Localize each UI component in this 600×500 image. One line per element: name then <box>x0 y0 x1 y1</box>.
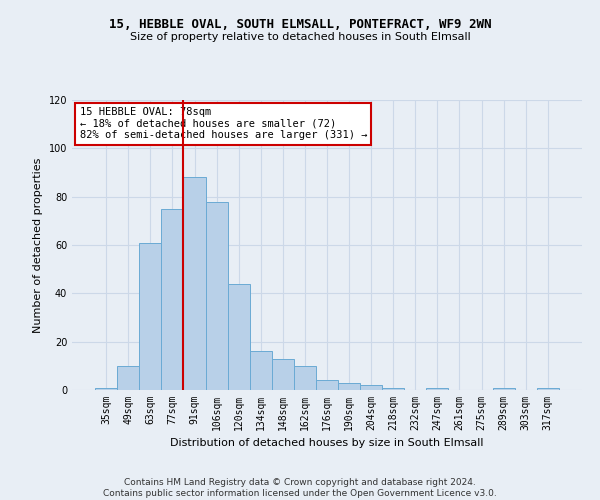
Bar <box>95 388 117 390</box>
Bar <box>206 202 227 390</box>
Text: 15, HEBBLE OVAL, SOUTH ELMSALL, PONTEFRACT, WF9 2WN: 15, HEBBLE OVAL, SOUTH ELMSALL, PONTEFRA… <box>109 18 491 30</box>
Bar <box>316 380 338 390</box>
X-axis label: Distribution of detached houses by size in South Elmsall: Distribution of detached houses by size … <box>170 438 484 448</box>
Bar <box>227 284 250 390</box>
Text: 15 HEBBLE OVAL: 78sqm
← 18% of detached houses are smaller (72)
82% of semi-deta: 15 HEBBLE OVAL: 78sqm ← 18% of detached … <box>80 108 367 140</box>
Bar <box>338 383 360 390</box>
Text: Contains HM Land Registry data © Crown copyright and database right 2024.
Contai: Contains HM Land Registry data © Crown c… <box>103 478 497 498</box>
Bar <box>493 388 515 390</box>
Bar <box>272 358 294 390</box>
Bar <box>250 352 272 390</box>
Bar <box>139 242 161 390</box>
Bar <box>184 178 206 390</box>
Text: Size of property relative to detached houses in South Elmsall: Size of property relative to detached ho… <box>130 32 470 42</box>
Bar <box>427 388 448 390</box>
Bar <box>537 388 559 390</box>
Bar <box>161 209 184 390</box>
Bar <box>117 366 139 390</box>
Y-axis label: Number of detached properties: Number of detached properties <box>33 158 43 332</box>
Bar <box>294 366 316 390</box>
Bar <box>360 385 382 390</box>
Bar <box>382 388 404 390</box>
